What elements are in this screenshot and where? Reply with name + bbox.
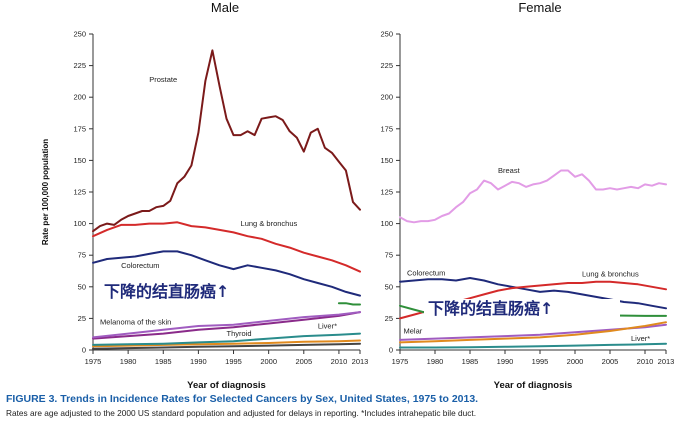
- female-y-tick-label: 125: [380, 188, 393, 197]
- male-prostate-label: Prostate: [149, 75, 177, 84]
- male-panel-title: Male: [211, 0, 239, 15]
- female-y-tick-label: 25: [385, 314, 393, 323]
- male-urinary-bladder-line: [337, 302, 361, 306]
- female-colorectum-line: [399, 277, 667, 310]
- female-uterine-corpus-line: [399, 304, 667, 317]
- male-y-tick-label: 150: [73, 156, 86, 165]
- male-y-tick-label: 100: [73, 219, 86, 228]
- female-y-tick-label: 0: [389, 346, 393, 355]
- female-x-tick-label: 2013: [658, 357, 675, 366]
- male-kidney-line: [92, 311, 361, 340]
- female-y-tick-label: 75: [385, 251, 393, 260]
- male-lung-bronchus-line: [92, 221, 361, 273]
- female-thyroid-line: [399, 321, 667, 344]
- male-thyroid-label: Thyroid: [227, 329, 252, 338]
- male-x-tick-label: 1975: [85, 357, 102, 366]
- female-y-tick-label: 50: [385, 282, 393, 291]
- female-x-tick-label: 1995: [532, 357, 549, 366]
- male-y-tick-label: 250: [73, 30, 86, 39]
- male-overlay-annotation: 下降的结直肠癌↑: [104, 282, 229, 301]
- male-x-tick-label: 2010: [331, 357, 348, 366]
- male-y-tick-label: 50: [78, 282, 86, 291]
- male-overlay-backdrop: [100, 282, 296, 302]
- female-x-tick-label: 1980: [427, 357, 444, 366]
- female-melar-label: Melar: [404, 327, 423, 336]
- female-x-tick-label: 1985: [462, 357, 479, 366]
- female-lung-bronchus-label: Lung & bronchus: [582, 270, 639, 279]
- female-liver-line: [399, 342, 667, 349]
- male-y-tick-label: 175: [73, 124, 86, 133]
- female-y-tick-label: 250: [380, 30, 393, 39]
- male-x-tick-label: 2005: [295, 357, 312, 366]
- male-y-tick-label: 25: [78, 314, 86, 323]
- male-y-tick-label: 225: [73, 61, 86, 70]
- male-lung-bronchus-label: Lung & bronchus: [241, 219, 298, 228]
- male-melanoma-of-the-skin-line: [92, 311, 361, 339]
- female-y-tick-label: 200: [380, 93, 393, 102]
- female-y-tick-label: 175: [380, 124, 393, 133]
- male-y-tick-label: 0: [82, 346, 86, 355]
- figure-caption-title: FIGURE 3. Trends in Incidence Rates for …: [6, 393, 479, 405]
- female-overlay-backdrop: [424, 299, 620, 319]
- male-colorectum-label: Colorectum: [121, 261, 159, 270]
- male-y-axis-label: Rate per 100,000 population: [41, 139, 50, 245]
- female-y-tick-label: 150: [380, 156, 393, 165]
- male-x-tick-label: 1980: [120, 357, 137, 366]
- male-x-tick-label: 1995: [225, 357, 242, 366]
- figure-caption-note: Rates are age adjusted to the 2000 US st…: [6, 408, 477, 418]
- female-y-tick-label: 100: [380, 219, 393, 228]
- male-melanoma-of-the-skin-label: Melanoma of the skin: [100, 318, 171, 327]
- female-overlay-annotation: 下降的结直肠癌↑: [428, 299, 553, 318]
- female-x-tick-label: 1975: [392, 357, 409, 366]
- male-x-tick-label: 2013: [352, 357, 369, 366]
- male-y-tick-label: 125: [73, 188, 86, 197]
- female-x-tick-label: 2010: [637, 357, 654, 366]
- male-liver-line: [92, 332, 361, 346]
- female-x-tick-label: 2000: [567, 357, 584, 366]
- female-panel-title: Female: [518, 0, 561, 15]
- male-series-8-line: [92, 342, 361, 350]
- male-x-axis-label: Year of diagnosis: [187, 380, 266, 391]
- male-y-tick-label: 200: [73, 93, 86, 102]
- male-x-tick-label: 2000: [260, 357, 277, 366]
- male-thyroid-line: [92, 339, 361, 348]
- female-x-tick-label: 1990: [497, 357, 514, 366]
- female-x-tick-label: 2005: [602, 357, 619, 366]
- male-x-tick-label: 1990: [190, 357, 207, 366]
- male-y-tick-label: 75: [78, 251, 86, 260]
- female-x-axis-label: Year of diagnosis: [494, 380, 573, 391]
- female-y-tick-label: 225: [380, 61, 393, 70]
- male-liver-label: Liver*: [318, 322, 337, 331]
- female-breast-label: Breast: [498, 166, 521, 175]
- male-prostate-line: [92, 49, 361, 233]
- male-x-tick-label: 1985: [155, 357, 172, 366]
- female-breast-line: [399, 169, 667, 224]
- female-liver-label: Liver*: [631, 334, 650, 343]
- male-colorectum-line: [92, 250, 361, 297]
- female-colorectum-label: Colorectum: [407, 268, 445, 277]
